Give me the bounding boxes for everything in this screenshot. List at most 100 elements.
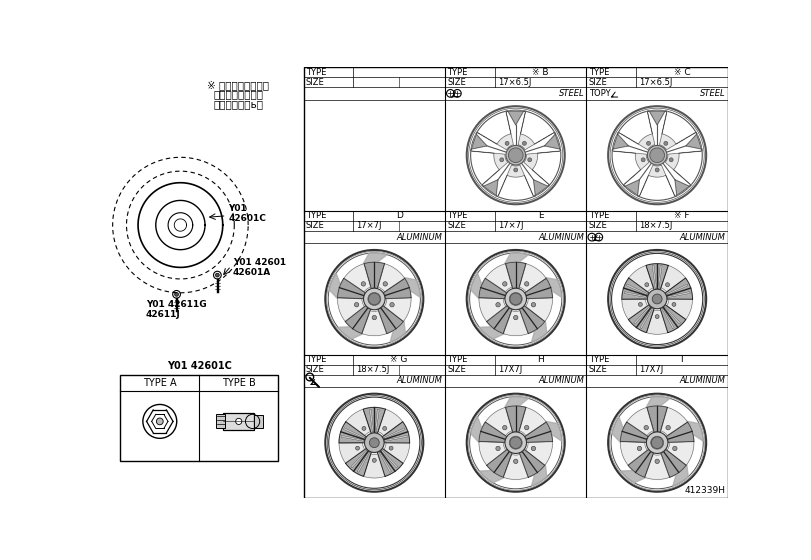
Text: SIZE: SIZE (589, 78, 607, 87)
Polygon shape (487, 306, 512, 334)
Polygon shape (479, 422, 507, 442)
Polygon shape (659, 111, 696, 150)
Polygon shape (357, 452, 370, 473)
Text: 17×7J: 17×7J (356, 221, 382, 231)
Polygon shape (618, 111, 654, 150)
Circle shape (503, 282, 507, 286)
Circle shape (514, 168, 517, 172)
Polygon shape (345, 409, 371, 436)
Text: SIZE: SIZE (448, 365, 466, 374)
FancyBboxPatch shape (120, 375, 278, 461)
Polygon shape (363, 408, 385, 433)
Text: TYPE: TYPE (448, 68, 468, 77)
Circle shape (370, 438, 380, 447)
Circle shape (390, 302, 394, 307)
Polygon shape (479, 470, 504, 483)
Text: TYPE A: TYPE A (143, 378, 177, 388)
Text: ALUMINUM: ALUMINUM (397, 232, 443, 241)
Text: ALUMINUM: ALUMINUM (397, 376, 443, 385)
Text: Y01
42601C: Y01 42601C (228, 204, 266, 223)
Polygon shape (646, 310, 668, 334)
Polygon shape (364, 262, 384, 288)
Circle shape (513, 459, 518, 464)
Polygon shape (645, 454, 670, 479)
Text: ※ B: ※ B (532, 68, 549, 77)
Polygon shape (647, 111, 667, 125)
Text: 412339H: 412339H (684, 486, 726, 494)
Polygon shape (377, 449, 403, 477)
Text: SIZE: SIZE (589, 365, 607, 374)
Circle shape (655, 459, 659, 464)
Polygon shape (622, 278, 650, 299)
Polygon shape (624, 180, 639, 197)
Polygon shape (664, 306, 680, 324)
Polygon shape (661, 449, 686, 477)
Polygon shape (519, 306, 545, 334)
Circle shape (389, 446, 393, 450)
Polygon shape (622, 299, 648, 320)
Polygon shape (369, 409, 374, 432)
Polygon shape (673, 464, 689, 486)
Polygon shape (531, 464, 547, 486)
Text: TYPE: TYPE (589, 212, 609, 221)
Polygon shape (524, 151, 560, 185)
Text: I: I (680, 355, 683, 364)
Polygon shape (379, 452, 392, 473)
Polygon shape (545, 132, 560, 151)
Circle shape (650, 148, 664, 162)
FancyBboxPatch shape (223, 413, 254, 430)
Text: 17X7J: 17X7J (498, 365, 521, 374)
Polygon shape (662, 308, 675, 329)
Polygon shape (384, 298, 411, 321)
Polygon shape (479, 327, 504, 339)
Circle shape (666, 283, 670, 287)
Polygon shape (546, 278, 562, 297)
Circle shape (508, 148, 523, 162)
Circle shape (505, 432, 526, 454)
Text: ALUMINUM: ALUMINUM (539, 376, 584, 385)
Circle shape (672, 446, 677, 451)
Text: ALUMINUM: ALUMINUM (539, 232, 584, 241)
Polygon shape (519, 449, 545, 477)
Text: SIZE: SIZE (448, 221, 466, 231)
Polygon shape (666, 422, 694, 442)
Circle shape (216, 273, 219, 277)
Polygon shape (384, 435, 407, 441)
Circle shape (655, 315, 659, 319)
Circle shape (655, 168, 659, 172)
Polygon shape (362, 311, 387, 336)
Polygon shape (329, 273, 341, 298)
Circle shape (157, 418, 163, 425)
Circle shape (646, 432, 668, 454)
Circle shape (672, 302, 676, 306)
Polygon shape (506, 111, 526, 125)
Circle shape (525, 282, 529, 286)
Polygon shape (525, 278, 552, 298)
Polygon shape (363, 454, 385, 478)
Circle shape (506, 146, 526, 165)
Polygon shape (620, 422, 648, 442)
Polygon shape (378, 306, 403, 334)
Polygon shape (667, 292, 690, 297)
Text: ※ F: ※ F (674, 212, 689, 221)
Polygon shape (667, 299, 693, 320)
Circle shape (525, 426, 529, 430)
Polygon shape (640, 308, 653, 329)
Circle shape (644, 426, 649, 430)
Circle shape (638, 302, 642, 306)
Text: TYPE: TYPE (448, 212, 468, 221)
Polygon shape (686, 132, 702, 151)
Circle shape (664, 141, 667, 145)
Text: TYPE: TYPE (589, 355, 609, 364)
Circle shape (354, 302, 358, 307)
Text: TYPE: TYPE (306, 355, 326, 364)
Text: SIZE: SIZE (306, 78, 324, 87)
Polygon shape (345, 449, 371, 477)
Text: SIZE: SIZE (306, 221, 324, 231)
Text: ご確認くださь。: ご確認くださь。 (213, 99, 263, 109)
Polygon shape (404, 278, 420, 297)
Circle shape (510, 293, 521, 305)
Polygon shape (620, 441, 647, 465)
Polygon shape (375, 409, 380, 432)
Circle shape (669, 158, 673, 162)
